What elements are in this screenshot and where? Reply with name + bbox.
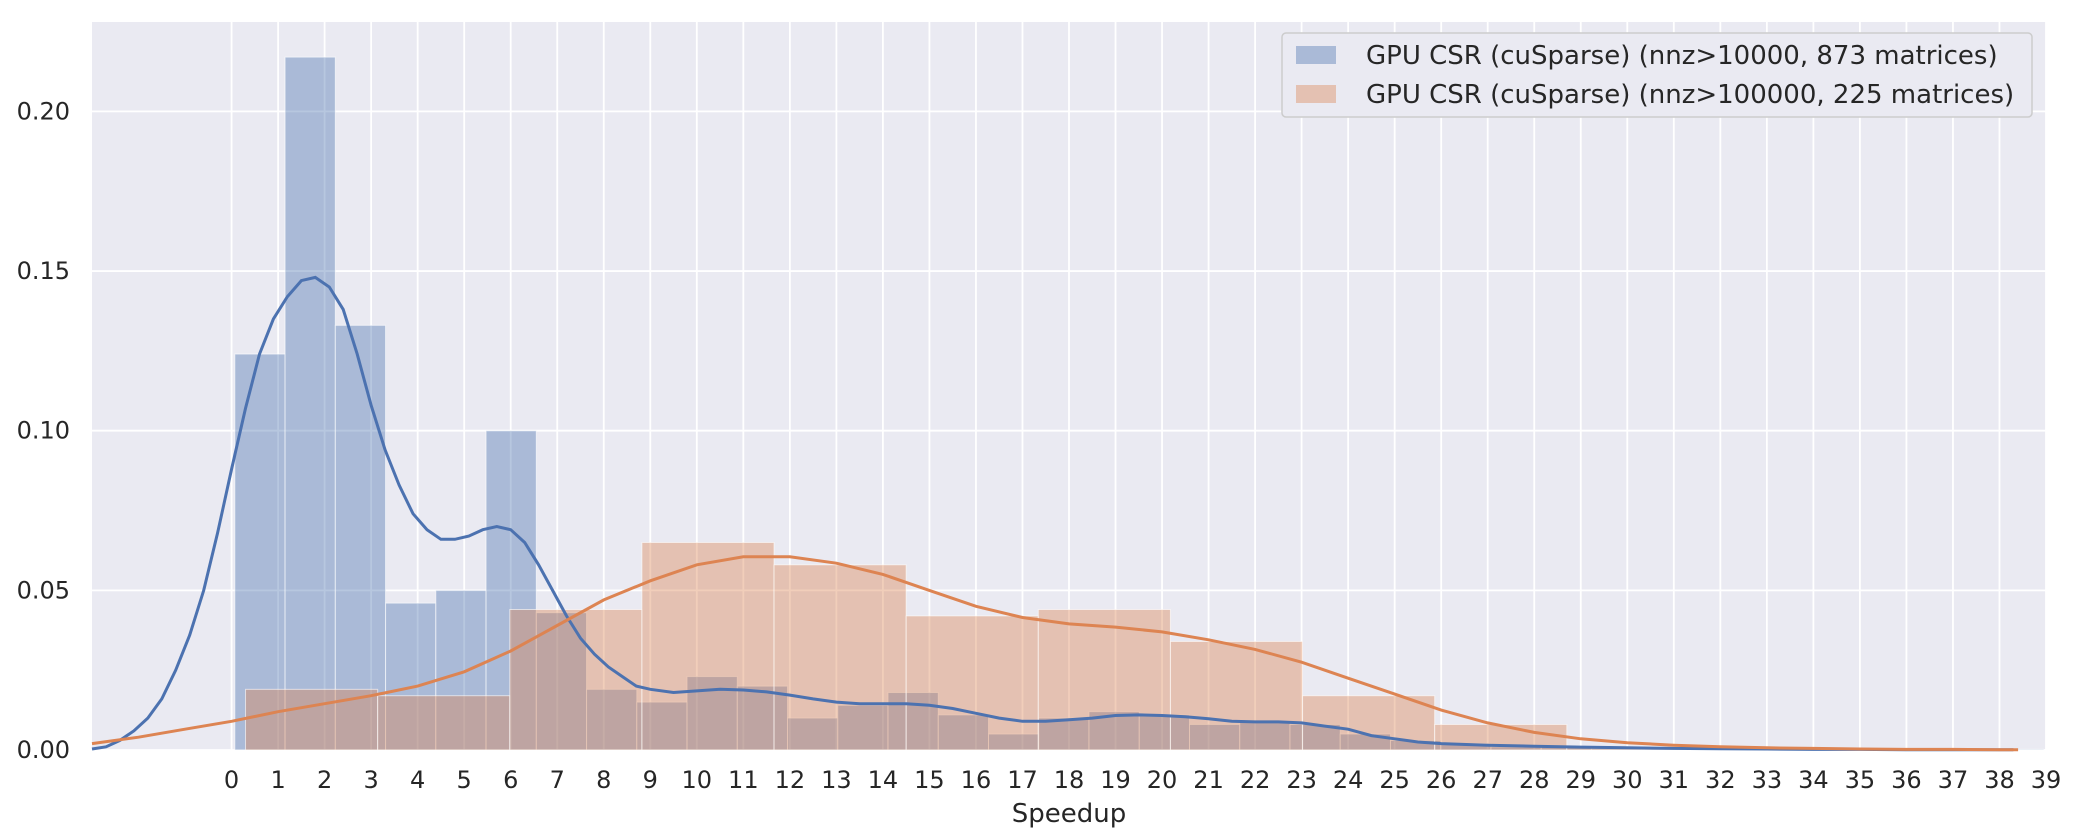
histogram-bar bbox=[636, 701, 688, 751]
x-tick-label: 2 bbox=[317, 766, 332, 794]
x-tick-label: 0 bbox=[224, 766, 239, 794]
x-tick-label: 31 bbox=[1659, 766, 1690, 794]
x-tick-label: 7 bbox=[550, 766, 565, 794]
histogram-bar bbox=[377, 695, 511, 751]
x-tick-label: 21 bbox=[1193, 766, 1224, 794]
x-tick-label: 14 bbox=[868, 766, 899, 794]
x-tick-label: 26 bbox=[1426, 766, 1457, 794]
x-tick-label: 24 bbox=[1333, 766, 1364, 794]
x-tick-label: 16 bbox=[961, 766, 992, 794]
x-tick-label: 32 bbox=[1705, 766, 1736, 794]
histogram-bar bbox=[1037, 609, 1171, 751]
x-tick-label: 8 bbox=[596, 766, 611, 794]
x-tick-label: 11 bbox=[728, 766, 759, 794]
x-tick-label: 35 bbox=[1845, 766, 1876, 794]
legend-label-series-1: GPU CSR (cuSparse) (nnz>10000, 873 matri… bbox=[1366, 41, 1998, 71]
x-tick-label: 17 bbox=[1007, 766, 1038, 794]
x-tick-label: 33 bbox=[1752, 766, 1783, 794]
histogram-bar bbox=[284, 56, 336, 751]
x-tick-label: 15 bbox=[914, 766, 945, 794]
x-tick-label: 20 bbox=[1147, 766, 1178, 794]
histogram-bar bbox=[837, 704, 889, 751]
histogram-bar bbox=[1138, 714, 1190, 751]
x-tick-label: 19 bbox=[1100, 766, 1131, 794]
x-tick-label: 22 bbox=[1240, 766, 1271, 794]
histogram-bar bbox=[773, 564, 907, 751]
histogram-bar bbox=[334, 324, 387, 751]
legend: GPU CSR (cuSparse) (nnz>10000, 873 matri… bbox=[1281, 32, 2033, 118]
x-tick-label: 18 bbox=[1054, 766, 1085, 794]
y-tick-label: 0.20 bbox=[17, 97, 70, 125]
x-axis-label: Speedup bbox=[1012, 799, 1127, 829]
x-tick-label: 10 bbox=[682, 766, 713, 794]
histogram-bar bbox=[787, 717, 839, 751]
x-tick-label: 39 bbox=[2031, 766, 2062, 794]
histogram-series-2 bbox=[245, 541, 2010, 751]
x-tick-label: 9 bbox=[643, 766, 658, 794]
x-tick-label: 5 bbox=[457, 766, 472, 794]
x-tick-label: 37 bbox=[1938, 766, 1969, 794]
x-tick-label: 29 bbox=[1565, 766, 1596, 794]
legend-box bbox=[1281, 32, 2033, 118]
y-tick-label: 0.05 bbox=[17, 576, 70, 604]
x-tick-label: 25 bbox=[1379, 766, 1410, 794]
x-tick-labels: 0 1 2 3 4 5 6 7 8 9 10 11 12 13 14 15 16 17 18 19 20 21 22 23 24… bbox=[224, 766, 2061, 794]
legend-swatch-series-1 bbox=[1296, 46, 1336, 64]
legend-label-series-2: GPU CSR (cuSparse) (nnz>100000, 225 matr… bbox=[1366, 80, 2014, 110]
histogram-bar bbox=[937, 714, 990, 751]
legend-swatch-series-2 bbox=[1296, 85, 1336, 103]
x-tick-label: 34 bbox=[1798, 766, 1829, 794]
x-tick-label: 12 bbox=[775, 766, 806, 794]
x-tick-label: 27 bbox=[1472, 766, 1503, 794]
histogram-bar bbox=[905, 615, 1039, 751]
x-tick-label: 28 bbox=[1519, 766, 1550, 794]
y-tick-label: 0.00 bbox=[17, 736, 70, 764]
x-tick-label: 3 bbox=[364, 766, 379, 794]
y-tick-labels: 0.00 0.05 0.10 0.15 0.20 bbox=[17, 97, 70, 764]
y-tick-label: 0.10 bbox=[17, 417, 70, 445]
x-tick-label: 6 bbox=[503, 766, 518, 794]
histogram-bar bbox=[385, 602, 437, 751]
kde-line-series-1 bbox=[91, 275, 2014, 752]
histogram-bar bbox=[435, 589, 487, 751]
y-tick-label: 0.15 bbox=[17, 257, 70, 285]
kde-line-series-2 bbox=[91, 555, 2019, 752]
x-tick-label: 4 bbox=[410, 766, 425, 794]
x-tick-label: 1 bbox=[270, 766, 285, 794]
x-tick-label: 23 bbox=[1286, 766, 1317, 794]
grid bbox=[92, 22, 2047, 751]
x-tick-label: 38 bbox=[1984, 766, 2015, 794]
x-tick-label: 36 bbox=[1891, 766, 1922, 794]
histogram-bar bbox=[1169, 640, 1304, 751]
histogram-bar bbox=[485, 430, 537, 751]
x-tick-label: 30 bbox=[1612, 766, 1643, 794]
x-tick-label: 13 bbox=[821, 766, 852, 794]
histogram-bar bbox=[586, 688, 638, 751]
histogram-bar bbox=[641, 541, 775, 751]
histogram-series-1 bbox=[234, 56, 2045, 751]
